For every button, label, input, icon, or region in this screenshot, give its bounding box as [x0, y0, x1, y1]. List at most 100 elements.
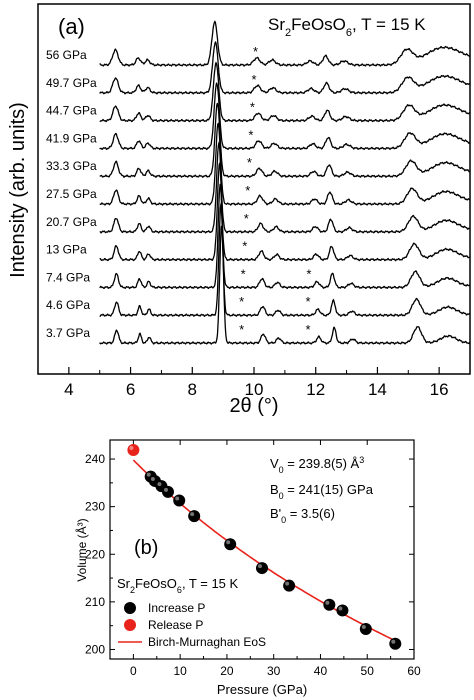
- panel-a-xlabel: 2θ (°): [229, 395, 278, 417]
- release-point-highlight: [129, 445, 134, 450]
- panel-a-x-axis: 4 6 8 10 12 14 16: [37, 367, 471, 399]
- pattern-curve: [99, 140, 470, 234]
- increase-point-highlight: [146, 472, 151, 477]
- increase-point-highlight: [175, 496, 180, 501]
- pattern-curve: [99, 161, 471, 262]
- panel-b-y-tick-label: 210: [85, 595, 105, 609]
- pressure-label: 4.6 GPa: [46, 298, 90, 312]
- panel-b-x-tick-label: 40: [314, 664, 328, 678]
- impurity-star: *: [247, 155, 252, 170]
- pattern-curve: [99, 102, 470, 179]
- panel-b-axes: 0 10 20 30 40 50 60 200 210 220 230 240: [85, 440, 421, 678]
- release-point: [127, 443, 140, 456]
- panel-b-data-points: [127, 443, 402, 650]
- impurity-star: *: [248, 127, 253, 142]
- pattern-curve: [99, 20, 471, 67]
- pattern-curve: [99, 225, 471, 345]
- panel-a-x-tick-label: 4: [64, 380, 73, 399]
- pressure-label: 33.3 GPa: [46, 159, 97, 173]
- increase-point: [161, 485, 174, 498]
- legend-increase-label: Increase P: [148, 601, 205, 615]
- increase-point: [256, 562, 268, 575]
- increase-point: [283, 579, 296, 592]
- panel-a-frame: [37, 3, 471, 375]
- pressure-label: 27.5 GPa: [46, 187, 97, 201]
- legend-fit-label: Birch-Murnaghan EoS: [148, 635, 266, 649]
- impurity-star: *: [253, 44, 258, 59]
- increase-point: [173, 494, 186, 507]
- increase-point: [336, 604, 349, 617]
- pressure-label: 56 GPa: [46, 48, 87, 62]
- panel-a-x-tick-label: 16: [430, 380, 449, 399]
- panel-a-x-tick-label: 10: [245, 380, 264, 399]
- pressure-label: 44.7 GPa: [46, 104, 97, 118]
- impurity-star: *: [245, 183, 250, 198]
- impurity-star: *: [239, 322, 244, 337]
- legend-increase-marker: [124, 602, 136, 614]
- panel-b-x-tick-label: 20: [220, 664, 234, 678]
- pressure-label: 13 GPa: [46, 243, 87, 257]
- panel-b-legend: Increase P Release P Birch-Murnaghan EoS: [118, 601, 266, 649]
- increase-point-highlight: [285, 581, 290, 586]
- panel-b-x-tick-label: 50: [361, 664, 375, 678]
- impurity-star: *: [305, 322, 310, 337]
- panel-a-label: (a): [58, 14, 85, 39]
- panel-b-x-tick-label: 60: [407, 664, 421, 678]
- panel-a-x-tick-label: 14: [368, 380, 387, 399]
- panel-b-xlabel: Pressure (GPa): [217, 682, 307, 697]
- pattern-curve: [99, 122, 470, 206]
- pattern-curve: [99, 61, 470, 123]
- panel-b-annotation: Sr2FeOsO6, T = 15 K: [117, 576, 239, 595]
- panel-b-y-tick-label: 200: [85, 642, 105, 656]
- increase-point-highlight: [361, 625, 366, 630]
- impurity-star: *: [250, 100, 255, 115]
- panel-b-x-tick-label: 10: [173, 664, 187, 678]
- increase-point-highlight: [325, 600, 330, 605]
- increase-point: [359, 623, 372, 636]
- panel-a-xrd-chart: (a) Sr2FeOsO6, T = 15 K Intensity (arb. …: [7, 3, 471, 417]
- panel-b-label: (b): [134, 537, 158, 559]
- increase-point-highlight: [226, 540, 231, 545]
- pressure-label: 7.4 GPa: [46, 270, 90, 284]
- panel-a-annotation: Sr2FeOsO6, T = 15 K: [268, 15, 426, 39]
- pattern-curve: [99, 81, 471, 151]
- increase-point-highlight: [391, 639, 396, 644]
- impurity-star: *: [251, 72, 256, 87]
- panel-a-impurity-markers: * * * * * * * * * * * * * *: [239, 44, 311, 337]
- increase-point-highlight: [258, 564, 262, 569]
- panel-b-y-tick-label: 240: [85, 452, 105, 466]
- increase-point: [389, 637, 402, 650]
- panel-b-ylabel: Volume (Å³): [74, 518, 89, 581]
- fit-b0-prime: B'0 = 3.5(6): [270, 506, 335, 525]
- legend-release-marker: [124, 619, 136, 631]
- panel-a-x-tick-label: 8: [188, 380, 197, 399]
- impurity-star: *: [306, 266, 311, 281]
- pressure-label: 49.7 GPa: [46, 76, 97, 90]
- pattern-curve: [99, 202, 471, 318]
- impurity-star: *: [242, 239, 247, 254]
- pattern-curve: [99, 40, 471, 95]
- panel-a-pressure-labels: 3.7 GPa 4.6 GPa 7.4 GPa 13 GPa 20.7 GPa 27.5 …: [46, 48, 97, 340]
- increase-point: [323, 598, 336, 611]
- impurity-star: *: [244, 211, 249, 226]
- impurity-star: *: [241, 266, 246, 281]
- panel-b-x-tick-label: 0: [130, 664, 137, 678]
- pressure-label: 20.7 GPa: [46, 215, 97, 229]
- panel-a-x-tick-label: 6: [126, 380, 135, 399]
- panel-b-x-tick-label: 30: [267, 664, 281, 678]
- impurity-star: *: [239, 294, 244, 309]
- legend-release-label: Release P: [148, 618, 203, 632]
- panel-b-eos-chart: (b) Sr2FeOsO6, T = 15 K V0 = 239.8(5) Å3…: [74, 439, 421, 697]
- increase-point-highlight: [190, 512, 195, 517]
- pressure-label: 41.9 GPa: [46, 131, 97, 145]
- increase-point-highlight: [163, 487, 168, 492]
- pattern-curve: [99, 183, 471, 290]
- panel-b-frame: [109, 439, 415, 660]
- impurity-star: *: [305, 294, 310, 309]
- increase-point: [188, 510, 201, 523]
- panel-a-x-tick-label: 12: [306, 380, 325, 399]
- increase-point-highlight: [150, 476, 155, 481]
- panel-a-patterns: [99, 20, 471, 345]
- increase-point-highlight: [157, 482, 162, 487]
